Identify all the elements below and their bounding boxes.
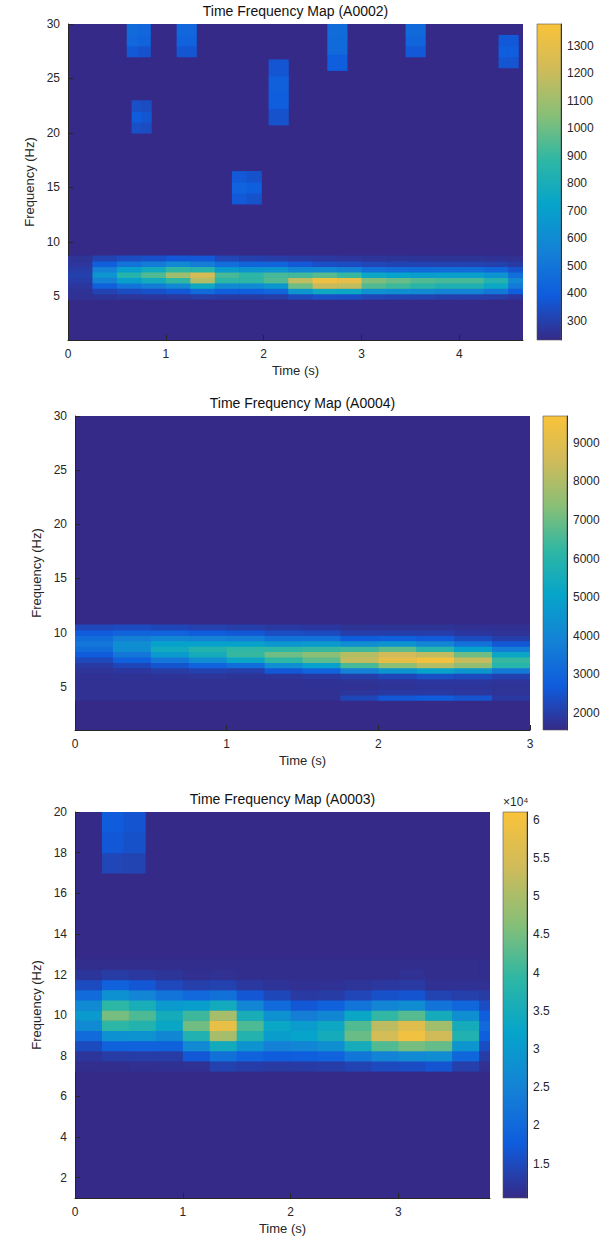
svg-text:4: 4	[60, 1130, 67, 1144]
svg-text:5: 5	[53, 289, 60, 303]
svg-text:3: 3	[395, 1205, 402, 1219]
svg-text:1: 1	[179, 1205, 186, 1219]
svg-text:600: 600	[567, 231, 587, 245]
svg-text:18: 18	[54, 846, 68, 860]
svg-text:30: 30	[54, 409, 68, 423]
svg-text:2.5: 2.5	[533, 1080, 550, 1094]
svg-text:20: 20	[47, 126, 61, 140]
svg-text:0: 0	[65, 347, 72, 361]
svg-text:3: 3	[533, 1042, 540, 1056]
svg-text:5.5: 5.5	[533, 851, 550, 865]
svg-text:2: 2	[533, 1118, 540, 1132]
svg-text:Time Frequency Map (A0003): Time Frequency Map (A0003)	[190, 791, 375, 807]
svg-text:20: 20	[54, 517, 68, 531]
svg-text:4.5: 4.5	[533, 927, 550, 941]
svg-text:700: 700	[567, 204, 587, 218]
svg-text:12: 12	[54, 968, 68, 982]
svg-text:0: 0	[72, 1205, 79, 1219]
svg-text:1: 1	[223, 737, 230, 751]
svg-text:6: 6	[60, 1089, 67, 1103]
svg-text:25: 25	[47, 71, 61, 85]
svg-text:500: 500	[567, 259, 587, 273]
svg-text:7000: 7000	[573, 513, 600, 527]
svg-text:5000: 5000	[573, 590, 600, 604]
svg-text:3: 3	[527, 737, 534, 751]
svg-text:1100: 1100	[567, 94, 593, 108]
svg-text:10: 10	[47, 235, 61, 249]
svg-text:4000: 4000	[573, 629, 600, 643]
svg-text:300: 300	[567, 314, 587, 328]
svg-text:2: 2	[260, 347, 267, 361]
svg-text:1200: 1200	[567, 66, 594, 80]
svg-text:Frequency (Hz): Frequency (Hz)	[22, 137, 37, 227]
svg-text:10: 10	[54, 1008, 68, 1022]
svg-text:6: 6	[533, 813, 540, 827]
svg-text:5: 5	[60, 680, 67, 694]
svg-text:8: 8	[60, 1049, 67, 1063]
svg-text:6000: 6000	[573, 552, 600, 566]
svg-text:1000: 1000	[567, 121, 594, 135]
svg-text:1: 1	[163, 347, 170, 361]
svg-text:3: 3	[358, 347, 365, 361]
svg-text:14: 14	[54, 927, 68, 941]
svg-text:Time Frequency Map (A0002): Time Frequency Map (A0002)	[203, 3, 388, 19]
svg-text:400: 400	[567, 286, 587, 300]
svg-text:15: 15	[54, 571, 68, 585]
svg-text:8000: 8000	[573, 474, 600, 488]
svg-text:15: 15	[47, 180, 61, 194]
svg-text:2: 2	[287, 1205, 294, 1219]
svg-text:2000: 2000	[573, 706, 600, 720]
svg-text:3.5: 3.5	[533, 1004, 550, 1018]
svg-text:800: 800	[567, 176, 587, 190]
svg-text:0: 0	[72, 737, 79, 751]
svg-text:10: 10	[54, 626, 68, 640]
svg-text:Time (s): Time (s)	[259, 1221, 306, 1236]
svg-text:Time (s): Time (s)	[272, 363, 319, 378]
svg-text:Time Frequency Map (A0004): Time Frequency Map (A0004)	[210, 395, 395, 411]
svg-text:2: 2	[60, 1171, 67, 1185]
svg-text:2: 2	[375, 737, 382, 751]
svg-text:Frequency (Hz): Frequency (Hz)	[29, 528, 44, 618]
svg-text:900: 900	[567, 149, 587, 163]
svg-text:5: 5	[533, 889, 540, 903]
svg-text:16: 16	[54, 886, 68, 900]
svg-text:20: 20	[54, 805, 68, 819]
svg-text:25: 25	[54, 463, 68, 477]
svg-text:×10⁴: ×10⁴	[503, 795, 529, 809]
svg-text:9000: 9000	[573, 436, 600, 450]
svg-text:Time (s): Time (s)	[279, 753, 326, 768]
svg-text:4: 4	[533, 966, 540, 980]
svg-text:4: 4	[456, 347, 463, 361]
svg-text:30: 30	[47, 17, 61, 31]
svg-text:3000: 3000	[573, 667, 600, 681]
svg-text:Frequency (Hz): Frequency (Hz)	[29, 960, 44, 1050]
svg-text:1.5: 1.5	[533, 1157, 550, 1171]
svg-text:1300: 1300	[567, 39, 594, 53]
